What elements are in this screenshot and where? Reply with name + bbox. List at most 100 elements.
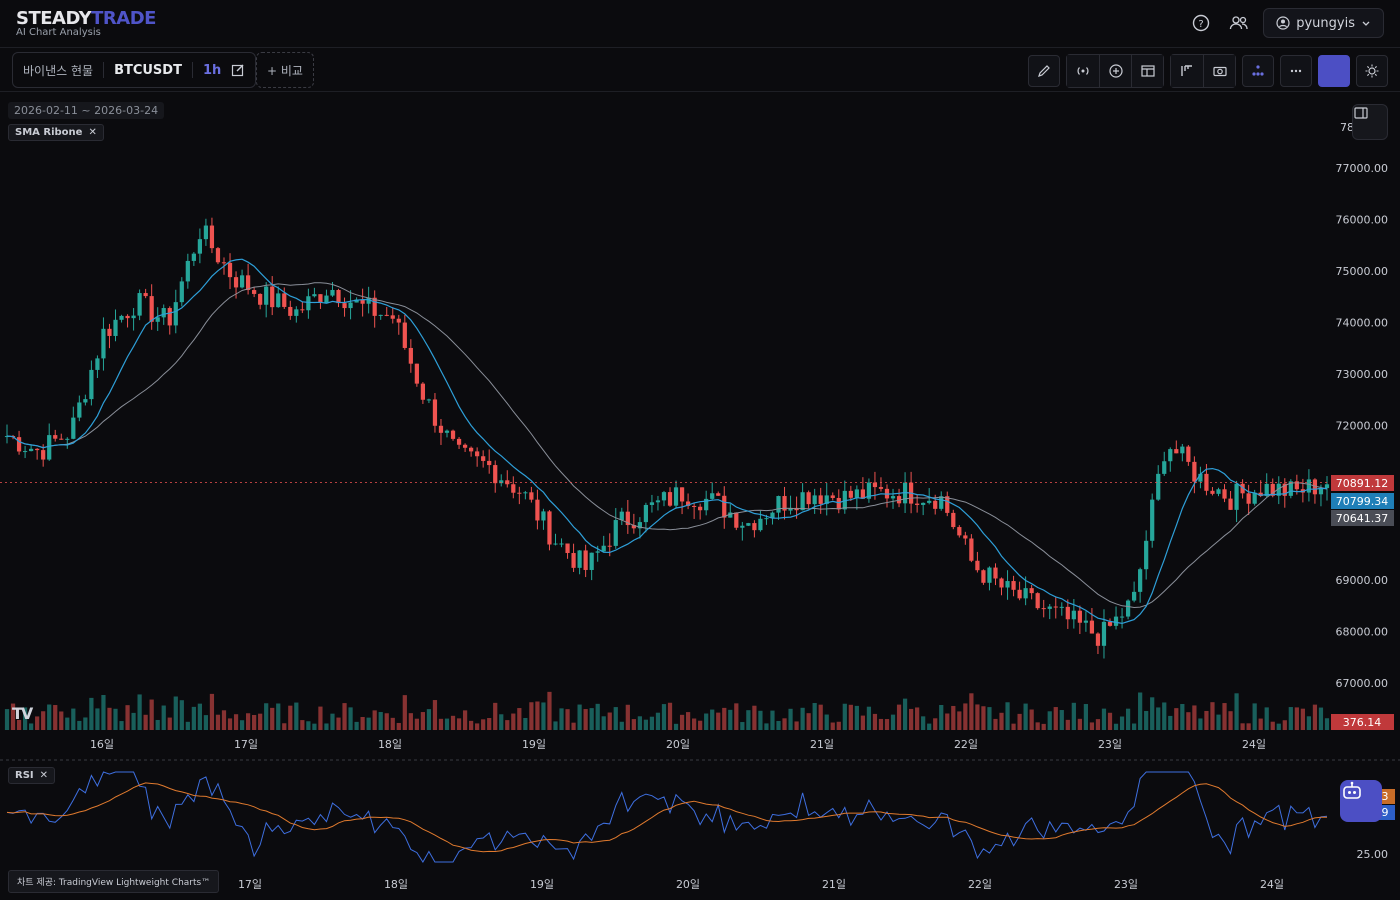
volume-bar (523, 717, 528, 730)
candle-body (921, 502, 926, 505)
volume-bar (679, 714, 685, 730)
edit-icon[interactable] (231, 63, 245, 77)
volume-bar (487, 718, 492, 730)
candle-body (577, 550, 582, 568)
rsi-legend[interactable]: RSI ✕ (8, 767, 56, 784)
volume-bar (462, 710, 468, 730)
candle-body (649, 502, 655, 505)
candle-body (722, 495, 727, 518)
volume-bar (511, 713, 516, 730)
more-button[interactable] (1280, 55, 1312, 87)
candle-body (571, 553, 576, 568)
candle-body (185, 260, 190, 282)
volume-bar (607, 712, 612, 730)
sun-icon (1365, 64, 1379, 78)
candle-body (450, 430, 456, 439)
screenshot-button[interactable] (1203, 55, 1235, 87)
volume-bar (535, 701, 540, 730)
volume-bar (764, 723, 769, 730)
candle-body (330, 289, 335, 296)
volume-bar (245, 713, 251, 730)
broadcast-button[interactable] (1067, 55, 1099, 87)
ai-bot-button[interactable] (1340, 780, 1382, 822)
candle-body (221, 262, 227, 264)
price-tick-label: 68000.00 (1336, 626, 1389, 639)
indicator-legend[interactable]: SMA Ribone ✕ (8, 124, 104, 141)
price-chart[interactable]: 77000.00 76000.00 75000.00 74000.00 73000.00… (0, 92, 1400, 900)
candle-body (710, 493, 715, 499)
candle-body (155, 317, 160, 322)
candle-body (143, 293, 148, 297)
candle-body (993, 567, 998, 579)
close-icon[interactable]: ✕ (88, 127, 97, 138)
user-avatar-icon (1276, 16, 1290, 30)
chart-area[interactable]: 77000.00 76000.00 75000.00 74000.00 73000.00… (0, 92, 1400, 900)
volume-bar (294, 702, 299, 730)
chart-type-button[interactable] (1171, 55, 1203, 87)
brand-logo[interactable]: STEADYTRADE AI Chart Analysis (16, 8, 156, 38)
candle-body (607, 545, 612, 547)
community-icon[interactable] (1225, 9, 1253, 37)
color-button[interactable] (1318, 55, 1350, 87)
template-button[interactable] (1131, 55, 1163, 87)
volume-bar (782, 718, 787, 730)
side-panel-button[interactable] (1352, 104, 1388, 140)
layout-button[interactable] (1242, 55, 1274, 87)
candle-body (776, 496, 781, 513)
volume-bar (1300, 708, 1305, 730)
volume-bar (975, 704, 980, 730)
close-icon[interactable]: ✕ (39, 770, 49, 781)
candle-body (252, 290, 257, 294)
candle-body (438, 425, 444, 433)
volume-bar (384, 713, 389, 730)
candle-body (1312, 479, 1318, 495)
candle-body (137, 293, 142, 316)
candle-body (1077, 610, 1082, 623)
broadcast-icon (1077, 67, 1089, 75)
volume-bar (963, 703, 968, 730)
add-indicator-button[interactable] (1099, 55, 1131, 87)
volume-bar (59, 711, 64, 730)
volume-bar (372, 710, 377, 730)
candle-body (939, 496, 944, 509)
volume-bar (1059, 710, 1064, 730)
rsi-time-tick-label: 20일 (676, 877, 700, 891)
volume-bar (336, 717, 341, 730)
user-menu-button[interactable]: pyungyis (1263, 8, 1384, 38)
price-tick-label: 78 (1340, 121, 1354, 134)
symbol-selector[interactable]: 바이낸스 현물 BTCUSDT 1h (12, 52, 257, 88)
volume-bar (4, 709, 10, 730)
candle-body (1240, 483, 1245, 494)
symbol-label[interactable]: BTCUSDT (114, 62, 182, 78)
volume-bar (300, 720, 305, 730)
volume-bar (167, 717, 172, 730)
compare-button[interactable]: + 비교 (256, 52, 314, 88)
candle-body (1065, 606, 1070, 620)
candle-body (119, 315, 124, 320)
candle-body (1156, 473, 1161, 500)
volume-bar (288, 705, 293, 730)
candle-body (806, 492, 811, 505)
help-icon[interactable]: ? (1187, 9, 1215, 37)
volume-bar (330, 713, 335, 730)
theme-toggle-button[interactable] (1356, 55, 1388, 87)
candle-body (782, 496, 787, 511)
tradingview-logo[interactable]: TV (12, 704, 33, 723)
volume-bar (565, 709, 570, 730)
candle-body (1011, 581, 1016, 590)
volume-bar (529, 702, 534, 730)
volume-bar (342, 703, 347, 730)
volume-bar (1228, 711, 1233, 730)
draw-tool-button[interactable] (1028, 55, 1060, 87)
candle-body (215, 248, 221, 263)
candle-body (655, 500, 661, 503)
exchange-label[interactable]: 바이낸스 현물 (23, 63, 94, 78)
candle-body (541, 511, 546, 521)
volume-bar (1168, 715, 1173, 730)
volume-bar (643, 719, 649, 730)
candle-body (613, 520, 618, 546)
candle-body (59, 438, 64, 440)
candle-body (583, 550, 588, 570)
volume-bar (354, 721, 359, 730)
timeframe-label[interactable]: 1h (202, 62, 222, 78)
